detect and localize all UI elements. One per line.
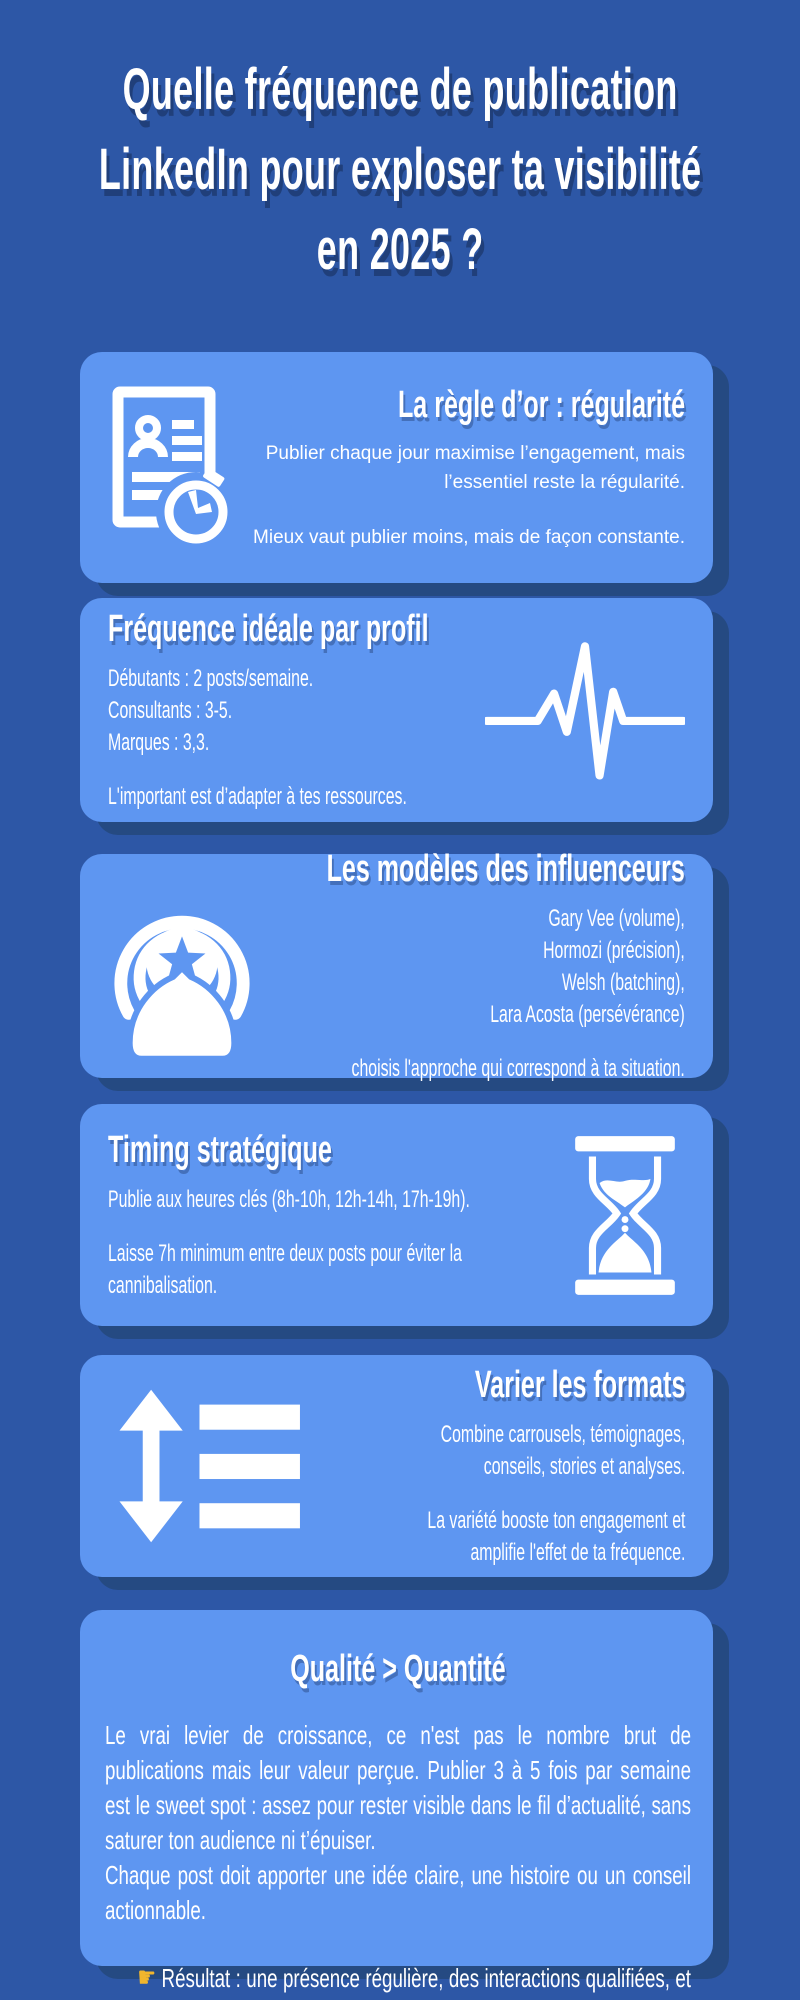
resume-timer-icon <box>108 384 236 552</box>
card-paragraph: Publie aux heures clés (8h-10h, 12h-14h,… <box>108 1186 470 1213</box>
card-golden-rule: La règle d’or : régularité Publier chaqu… <box>80 352 713 583</box>
card-vary-formats: Varier les formats Combine carrousels, t… <box>80 1355 713 1577</box>
card-title: Fréquence idéale par profil <box>108 608 429 650</box>
card-paragraph: Débutants : 2 posts/semaine. Consultants… <box>108 665 314 756</box>
card-paragraph: Mieux vaut publier moins, mais de façon … <box>253 527 685 548</box>
card-result-paragraph: ☛ Résultat : une présence régulière, des… <box>105 1961 691 2000</box>
pulse-icon <box>485 637 685 783</box>
card-title: Les modèles des influenceurs <box>326 848 685 890</box>
card-paragraph: Laisse 7h minimum entre deux posts pour … <box>108 1240 462 1299</box>
title-line-3: en 2025 ? <box>316 217 484 282</box>
card-strategic-timing: Timing stratégique Publie aux heures clé… <box>80 1104 713 1326</box>
card-paragraph: Gary Vee (volume), Hormozi (précision), … <box>490 905 685 1028</box>
page-title: Quelle fréquence de publication LinkedIn… <box>0 0 800 290</box>
pointing-hand-icon: ☛ <box>137 1962 157 1994</box>
card-paragraph: Publier chaque jour maximise l’engagemen… <box>265 443 685 493</box>
card-ideal-frequency: Fréquence idéale par profil Débutants : … <box>80 598 713 822</box>
card-paragraph: Chaque post doit apporter une idée clair… <box>105 1860 691 1925</box>
card-paragraph: choisis l'approche qui correspond à ta s… <box>351 1055 685 1082</box>
card-influencer-models: Les modèles des influenceurs Gary Vee (v… <box>80 848 713 1082</box>
title-line-1: Quelle fréquence de publication <box>122 57 678 122</box>
title-line-2: LinkedIn pour exploser ta visibilité <box>98 137 702 202</box>
influencer-icon <box>108 871 256 1061</box>
card-body: Le vrai levier de croissance, ce n'est p… <box>105 1718 691 2000</box>
card-list: La règle d’or : régularité Publier chaqu… <box>80 352 713 2000</box>
sort-list-icon <box>108 1386 304 1546</box>
card-quality-over-quantity: Qualité > Quantité Le vrai levier de cro… <box>80 1610 713 2000</box>
card-title: Varier les formats <box>474 1364 685 1406</box>
card-paragraph: L'important est d’adapter à tes ressourc… <box>108 783 407 810</box>
card-paragraph: Le vrai levier de croissance, ce n'est p… <box>105 1720 691 1855</box>
result-text: Résultat : une présence régulière, des i… <box>105 1963 691 2000</box>
card-paragraph: La variété booste ton engagement et ampl… <box>426 1507 685 1566</box>
hourglass-icon <box>565 1134 685 1297</box>
card-title: La règle d’or : régularité <box>397 384 685 426</box>
card-title: Timing stratégique <box>108 1129 332 1171</box>
card-paragraph: Combine carrousels, témoignages, conseil… <box>440 1421 685 1480</box>
card-title: Qualité > Quantité <box>290 1648 506 1690</box>
